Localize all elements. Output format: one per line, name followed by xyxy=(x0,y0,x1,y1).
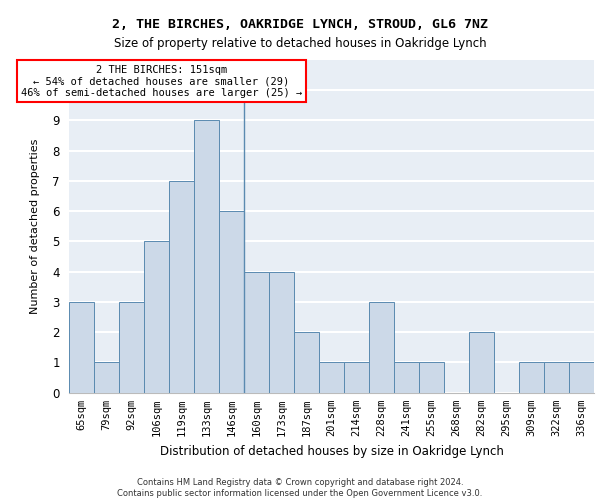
Bar xyxy=(144,242,169,392)
Text: Size of property relative to detached houses in Oakridge Lynch: Size of property relative to detached ho… xyxy=(113,38,487,51)
Bar xyxy=(219,211,244,392)
Bar xyxy=(394,362,419,392)
Bar xyxy=(69,302,94,392)
Bar xyxy=(469,332,494,392)
Y-axis label: Number of detached properties: Number of detached properties xyxy=(29,138,40,314)
Bar xyxy=(544,362,569,392)
Bar xyxy=(419,362,444,392)
Bar xyxy=(319,362,344,392)
Text: Contains HM Land Registry data © Crown copyright and database right 2024.
Contai: Contains HM Land Registry data © Crown c… xyxy=(118,478,482,498)
Bar xyxy=(94,362,119,392)
Text: 2 THE BIRCHES: 151sqm
← 54% of detached houses are smaller (29)
46% of semi-deta: 2 THE BIRCHES: 151sqm ← 54% of detached … xyxy=(21,64,302,98)
Bar xyxy=(169,181,194,392)
Bar xyxy=(294,332,319,392)
Bar xyxy=(344,362,369,392)
Bar xyxy=(194,120,219,392)
Bar xyxy=(269,272,294,392)
Bar xyxy=(119,302,144,392)
Bar xyxy=(369,302,394,392)
Bar xyxy=(244,272,269,392)
X-axis label: Distribution of detached houses by size in Oakridge Lynch: Distribution of detached houses by size … xyxy=(160,444,503,458)
Bar xyxy=(569,362,594,392)
Text: 2, THE BIRCHES, OAKRIDGE LYNCH, STROUD, GL6 7NZ: 2, THE BIRCHES, OAKRIDGE LYNCH, STROUD, … xyxy=(112,18,488,30)
Bar xyxy=(519,362,544,392)
